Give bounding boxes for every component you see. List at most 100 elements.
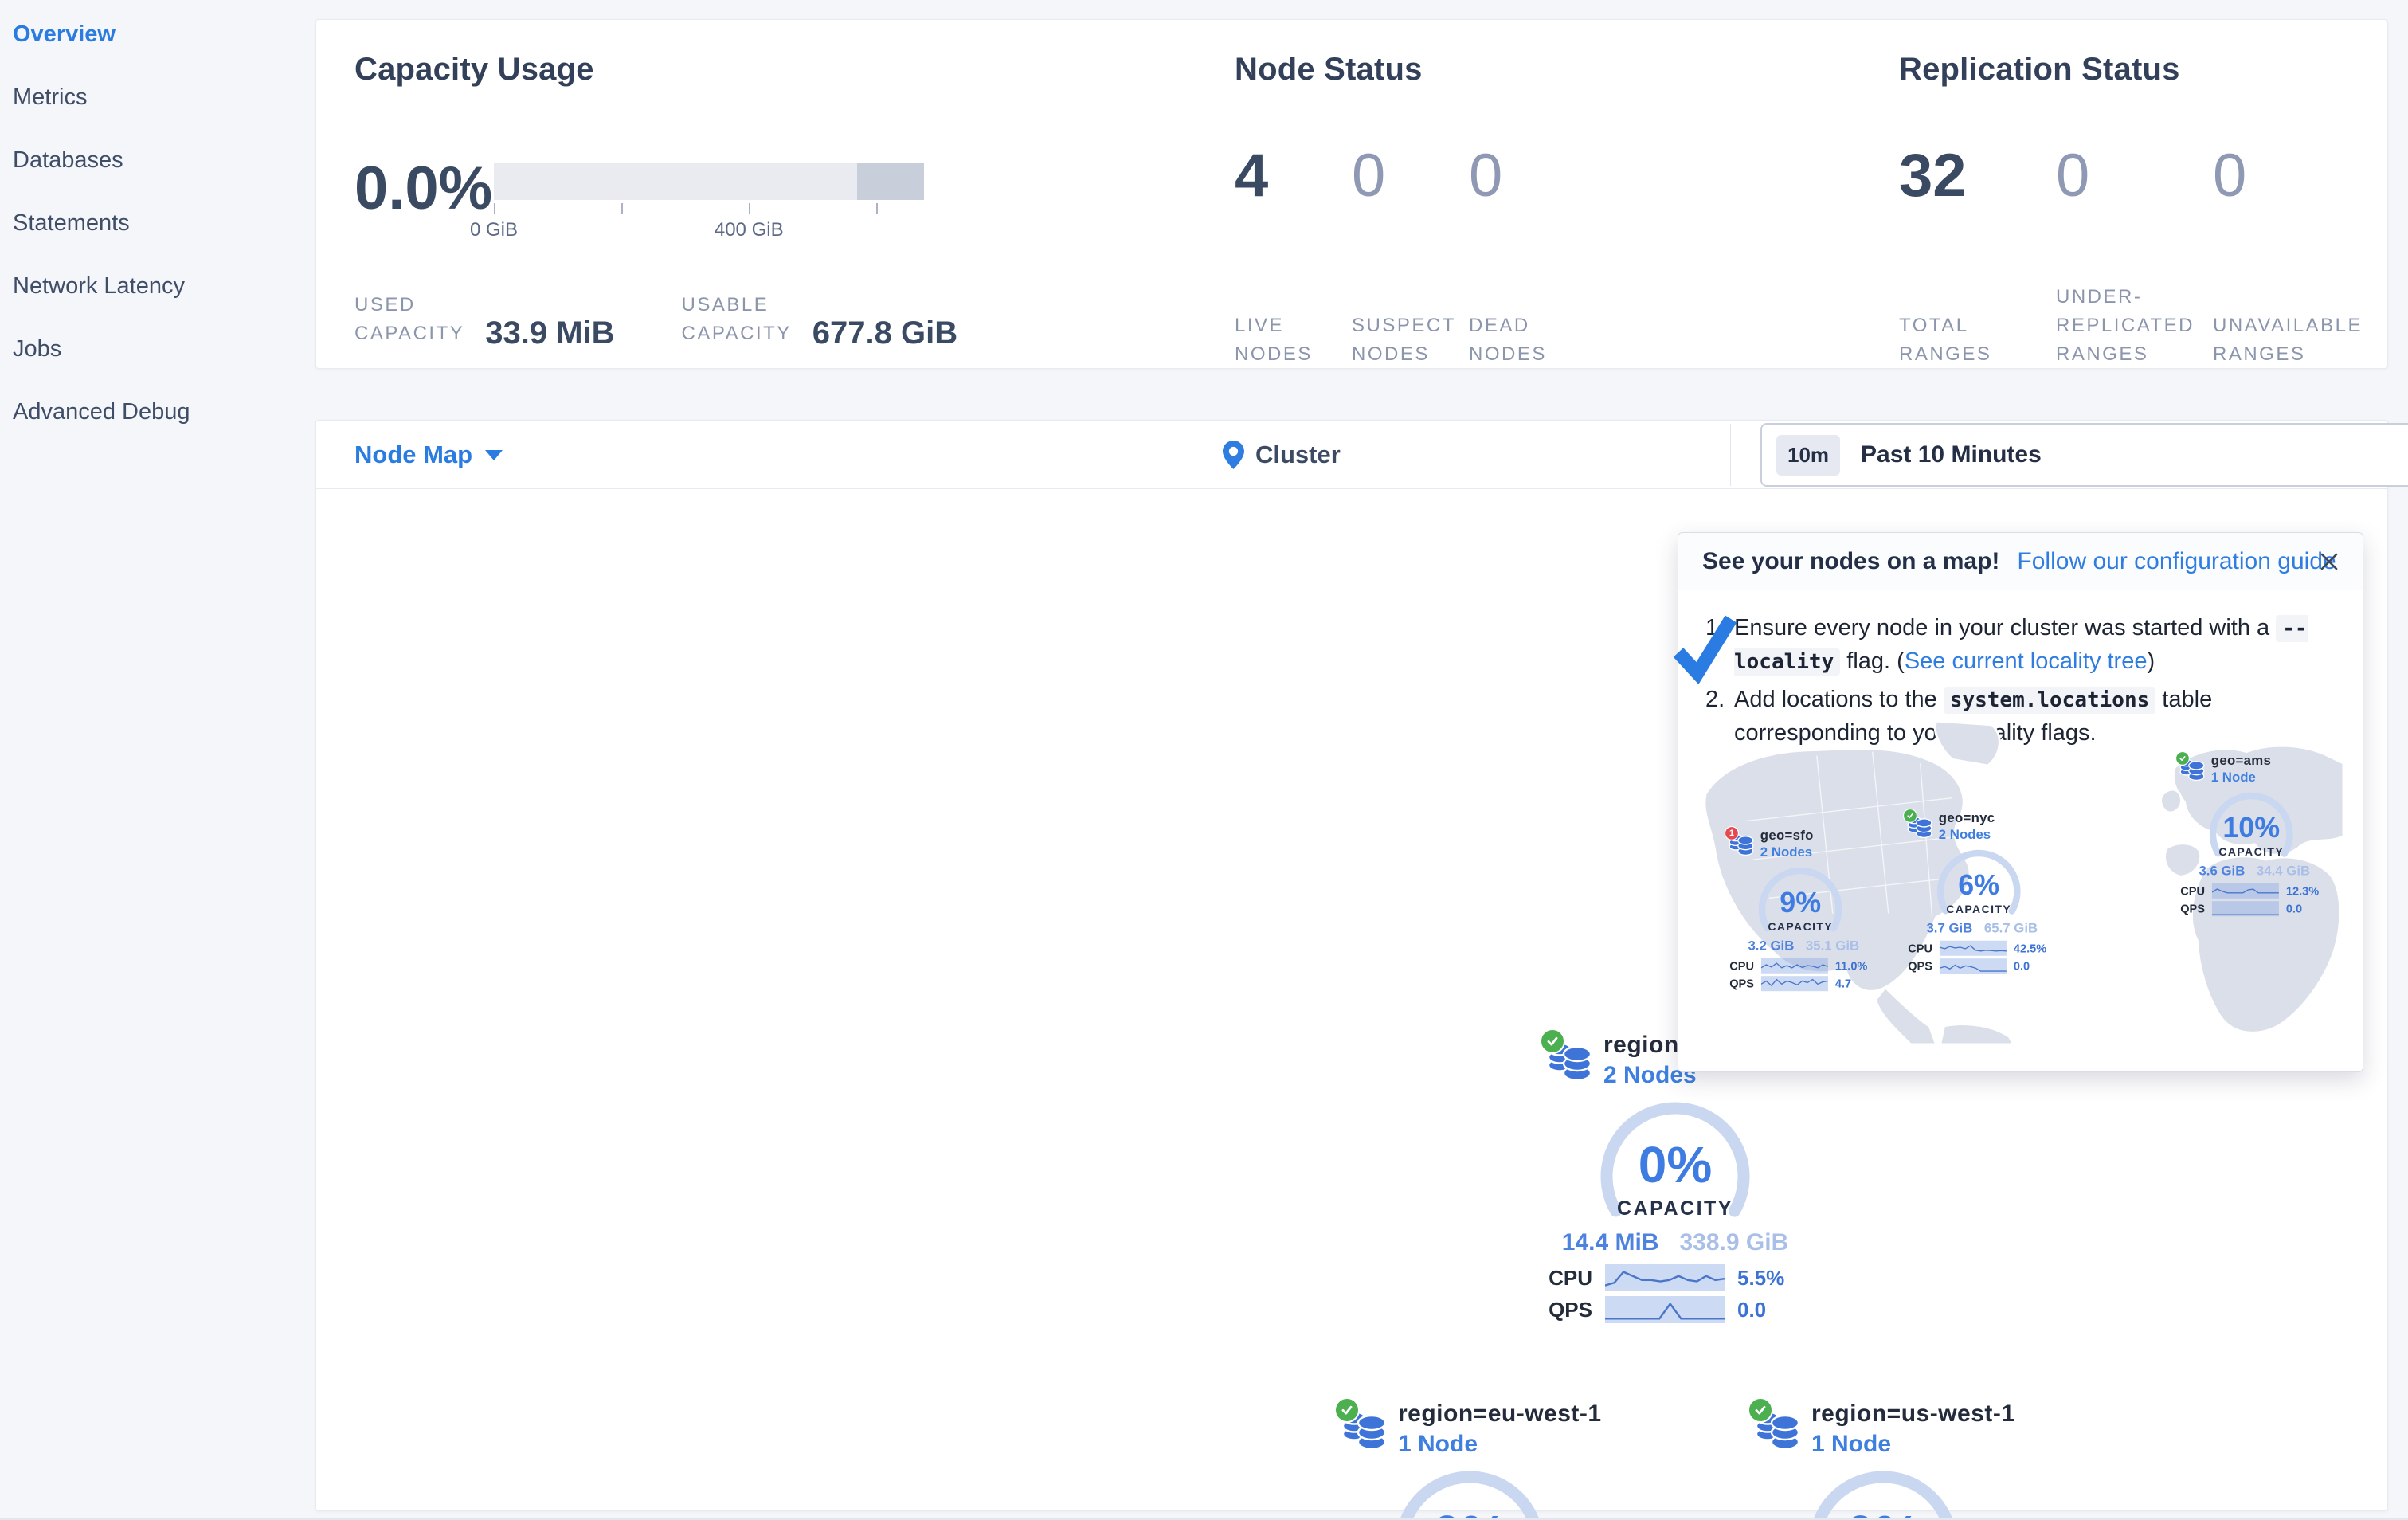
time-range-badge: 10m xyxy=(1776,434,1841,476)
config-step: 1. Ensure every node in your cluster was … xyxy=(1705,611,2334,678)
code-snippet: system.locations xyxy=(1943,687,2156,715)
cpu-sparkline xyxy=(1605,1264,1725,1291)
step-text: Add locations to the system.locations ta… xyxy=(1734,687,2213,746)
map-pin-icon xyxy=(1223,441,1244,469)
summary-stat: 0 UNAVAILABLE RANGES xyxy=(2213,146,2370,369)
view-selector-dropdown[interactable]: Node Map xyxy=(354,421,503,489)
locality-card[interactable]: region=eu-west-1 1 Node 0% CAPACITY 9.9 … xyxy=(1334,1397,1605,1520)
locality-nodes-link[interactable]: 1 Node xyxy=(2210,770,2256,785)
sidebar-item-jobs[interactable]: Jobs xyxy=(0,318,315,381)
capacity-percent: 10% xyxy=(2222,811,2281,844)
configuration-guide-link[interactable]: Follow our configuration guide xyxy=(2017,547,2336,574)
capacity-gauge-arc xyxy=(1808,1471,1958,1520)
view-selector-label: Node Map xyxy=(354,441,473,468)
stat-label: TOTAL RANGES xyxy=(1899,315,1992,365)
capacity-percent: 0% xyxy=(1748,1504,2018,1520)
sidebar-item-overview[interactable]: Overview xyxy=(0,3,315,66)
locality-tree-link[interactable]: See current locality tree xyxy=(1904,648,2148,675)
sidebar-item-metrics[interactable]: Metrics xyxy=(0,66,315,129)
cpu-value: 5.5% xyxy=(1737,1265,1785,1290)
sidebar-item-advanced-debug[interactable]: Advanced Debug xyxy=(0,381,315,444)
locality-nodes-link[interactable]: 1 Node xyxy=(1811,1431,1892,1457)
summary-stat: 4 LIVE NODES xyxy=(1235,146,1352,369)
close-icon[interactable] xyxy=(2316,549,2342,574)
world-map-graphic xyxy=(1703,721,2343,1044)
locality-card[interactable]: 1 geo=sfo 2 Nodes 9% CAPACITY 3.2 GiB 35… xyxy=(1725,826,1876,992)
stat-label: UNDER- REPLICATED RANGES xyxy=(2056,286,2195,365)
status-ok-icon xyxy=(1334,1397,1360,1423)
cpu-label: CPU xyxy=(2180,883,2205,898)
stat-label: UNAVAILABLE RANGES xyxy=(2213,315,2363,365)
stat-value: 0 xyxy=(2056,142,2090,210)
page-bottom-edge xyxy=(0,1518,2408,1520)
axis-tick xyxy=(875,203,878,214)
cpu-label: CPU xyxy=(1908,941,1932,955)
qps-row: QPS 0.0 xyxy=(1903,958,2054,974)
step-number: 2. xyxy=(1705,687,1725,713)
map-toolbar: Node Map Cluster 10m Past 10 Minutes xyxy=(316,421,2408,489)
summary-stat: 0 SUSPECT NODES xyxy=(1352,146,1469,369)
locality-card[interactable]: region=us-west-1 1 Node 0% CAPACITY 9.6 … xyxy=(1748,1397,2018,1520)
capacity-bar-reserved-segment xyxy=(857,163,924,200)
used-capacity-value: 33.9 MiB xyxy=(485,315,615,351)
locality-nodes-link[interactable]: 1 Node xyxy=(1398,1431,1478,1457)
cpu-row: CPU 42.5% xyxy=(1903,940,2054,956)
axis-tick xyxy=(621,203,624,214)
sidebar: Overview Metrics Databases Statements Networ… xyxy=(0,0,315,1520)
axis-tick-label: 400 GiB xyxy=(714,219,784,241)
capacity-axis: 0 GiB 400 GiB xyxy=(470,200,924,241)
caret-down-icon xyxy=(485,449,503,460)
locality-card[interactable]: region=us-east-1 2 Nodes 0% CAPACITY 14.… xyxy=(1540,1028,1811,1323)
sidebar-item-label: Network Latency xyxy=(13,273,185,299)
sidebar-item-network-latency[interactable]: Network Latency xyxy=(0,255,315,318)
database-stack-icon xyxy=(2179,758,2205,782)
locality-nodes-link[interactable]: 2 Nodes xyxy=(1938,827,1991,842)
capacity-gauge-arc xyxy=(2209,792,2293,876)
time-range-dropdown[interactable]: 10m Past 10 Minutes xyxy=(1760,423,2408,487)
breadcrumb-cluster: Cluster xyxy=(1255,441,1341,468)
toolbar-divider xyxy=(1730,424,1731,486)
cpu-label: CPU xyxy=(1729,958,1754,973)
sidebar-item-label: Overview xyxy=(13,22,116,47)
locality-nodes-link[interactable]: 2 Nodes xyxy=(1760,844,1813,860)
breadcrumb[interactable]: Cluster xyxy=(1223,421,1341,489)
config-steps-list: 1. Ensure every node in your cluster was … xyxy=(1705,611,2334,750)
qps-value: 4.7 xyxy=(1834,977,1852,990)
usable-capacity-label: USABLE CAPACITY xyxy=(681,294,792,344)
mini-world-map: 1 geo=sfo 2 Nodes 9% CAPACITY 3.2 GiB 35… xyxy=(1697,721,2343,1044)
used-capacity-value: 14.4 MiB xyxy=(1561,1229,1659,1256)
capacity-usage-section: Capacity Usage 0.0% 0 GiB 400 GiB USED C… xyxy=(354,52,1235,368)
stat-value: 0 xyxy=(2213,142,2247,210)
capacity-label: CAPACITY xyxy=(1768,920,1834,934)
locality-card[interactable]: geo=ams 1 Node 10% CAPACITY 3.6 GiB 34.4… xyxy=(2175,751,2327,917)
used-capacity-value: 3.6 GiB xyxy=(2199,864,2246,879)
qps-label: QPS xyxy=(1908,959,1932,973)
sidebar-item-label: Databases xyxy=(13,147,123,173)
sidebar-item-label: Metrics xyxy=(13,84,88,110)
node-status-section: Node Status 4 LIVE NODES 0 SUSPECT NODES… xyxy=(1235,52,1899,368)
capacity-percent: 0% xyxy=(1638,1136,1713,1193)
qps-row: QPS 0.0 xyxy=(2175,901,2327,917)
stat-value: 32 xyxy=(1899,142,1967,210)
sidebar-item-statements[interactable]: Statements xyxy=(0,192,315,255)
cpu-value: 42.5% xyxy=(2013,941,2047,955)
summary-stat: 32 TOTAL RANGES xyxy=(1899,146,2056,369)
popup-header: See your nodes on a map! Follow our conf… xyxy=(1678,533,2363,590)
sidebar-item-databases[interactable]: Databases xyxy=(0,129,315,192)
replication-status-stats: 32 TOTAL RANGES 0 UNDER- REPLICATED RANG… xyxy=(1899,142,2370,366)
replication-status-section: Replication Status 32 TOTAL RANGES 0 UND… xyxy=(1899,52,2387,368)
time-range-label: Past 10 Minutes xyxy=(1861,441,2042,468)
sidebar-item-label: Statements xyxy=(13,210,130,236)
stat-value: 0 xyxy=(1352,142,1386,210)
popup-title: See your nodes on a map! xyxy=(1702,547,2000,574)
locality-name: geo=ams xyxy=(2210,753,2272,768)
qps-value: 0.0 xyxy=(1737,1297,1767,1322)
locality-card[interactable]: geo=nyc 2 Nodes 6% CAPACITY 3.7 GiB 65.7… xyxy=(1903,809,2054,974)
usable-capacity-value: 677.8 GiB xyxy=(812,315,958,351)
capacity-label: CAPACITY xyxy=(1617,1197,1733,1220)
capacity-label: CAPACITY xyxy=(1946,903,2012,916)
capacity-values: 3.2 GiB 35.1 GiB xyxy=(1725,938,1876,954)
cpu-row: CPU 11.0% xyxy=(1725,958,1876,974)
sidebar-nav-list: Overview Metrics Databases Statements Networ… xyxy=(0,0,315,444)
